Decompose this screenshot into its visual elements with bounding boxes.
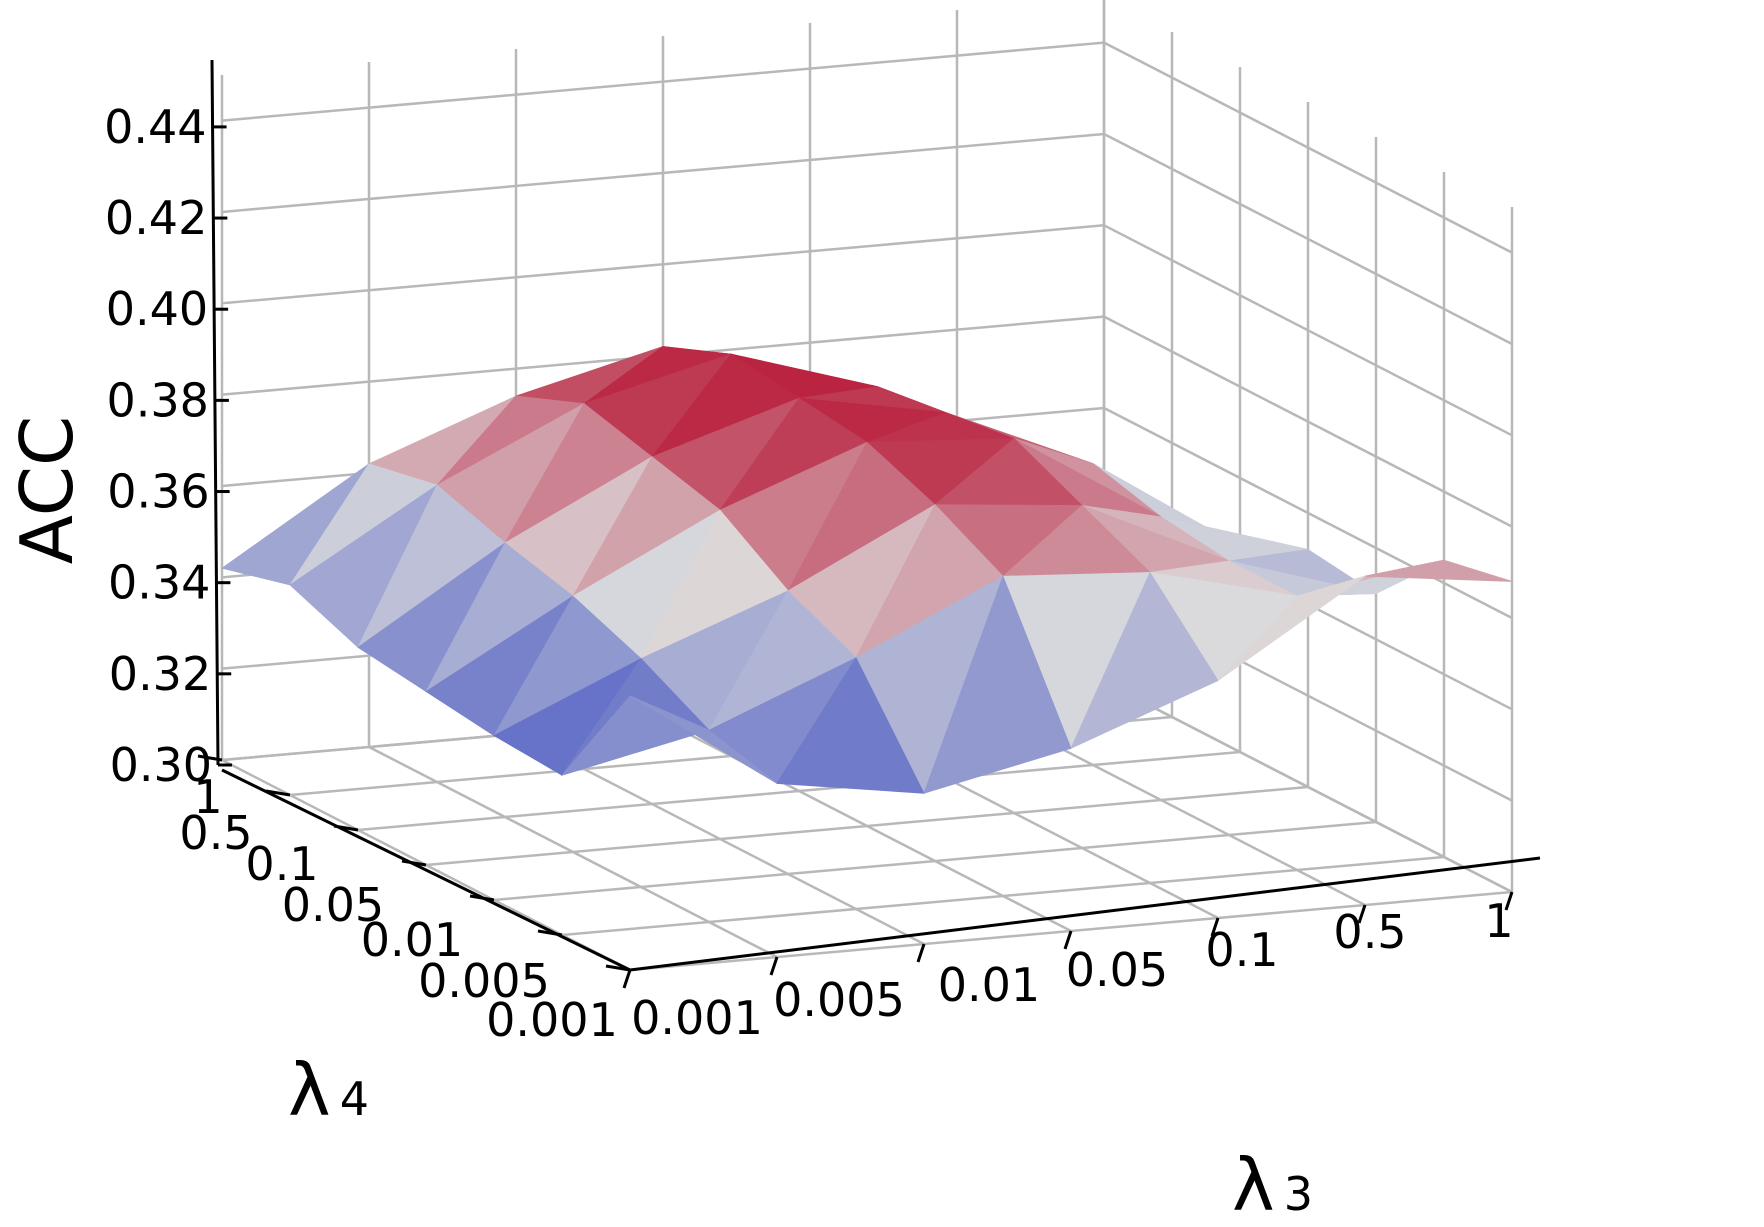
x-tick-label: 0.5 bbox=[1333, 905, 1406, 959]
back-wall-grid-line bbox=[221, 41, 1105, 122]
right-wall-grid-line bbox=[1103, 315, 1513, 528]
right-wall-grid-line bbox=[1103, 132, 1513, 346]
x-axis-title-main: λ bbox=[1232, 1143, 1275, 1222]
surface-facet bbox=[776, 657, 925, 794]
x-tick bbox=[769, 956, 779, 976]
z-tick-label: 0.34 bbox=[108, 556, 210, 610]
surface-layer bbox=[221, 346, 1513, 795]
x-tick-label: 0.01 bbox=[938, 958, 1040, 1012]
x-tick-label: 0.005 bbox=[773, 973, 905, 1027]
y-tick bbox=[537, 929, 563, 937]
floor-grid-line bbox=[561, 855, 1445, 937]
back-wall-grid-line bbox=[221, 224, 1105, 305]
y-tick bbox=[265, 789, 291, 797]
x-tick-label: 0.1 bbox=[1205, 923, 1278, 977]
z-tick-label: 0.36 bbox=[107, 465, 209, 519]
floor-grid-line bbox=[425, 785, 1309, 867]
y-tick bbox=[401, 859, 427, 867]
x-tick bbox=[1210, 917, 1220, 937]
floor-grid-line bbox=[493, 820, 1377, 902]
y-tick-label: 0.005 bbox=[418, 954, 550, 1008]
z-axis-title: ACC bbox=[5, 416, 89, 565]
x-axis-line bbox=[629, 856, 1541, 972]
y-tick-label: 0.1 bbox=[245, 837, 318, 891]
y-tick-label: 0.001 bbox=[486, 993, 618, 1047]
y-tick-label: 0.01 bbox=[361, 913, 463, 967]
z-tick-label: 0.40 bbox=[106, 282, 208, 336]
back-wall-grid-line bbox=[221, 132, 1105, 214]
right-wall-grid-line bbox=[1103, 224, 1513, 437]
y-tick-label: 0.5 bbox=[179, 806, 252, 860]
x-tick bbox=[916, 943, 926, 963]
z-axis-line bbox=[210, 59, 220, 766]
y-axis-title-sub: 4 bbox=[340, 1072, 369, 1126]
x-tick bbox=[1357, 904, 1367, 924]
y-tick bbox=[197, 754, 223, 762]
z-tick-label: 0.44 bbox=[104, 100, 206, 154]
y-tick bbox=[469, 894, 495, 902]
right-wall-grid-line bbox=[1103, 41, 1513, 254]
x-tick-label: 1 bbox=[1484, 894, 1513, 948]
z-tick-label: 0.32 bbox=[109, 647, 211, 701]
surface-facet bbox=[1364, 559, 1513, 582]
x-axis-title-sub: 3 bbox=[1284, 1167, 1313, 1221]
surface-facet bbox=[1070, 571, 1219, 750]
z-tick-label: 0.42 bbox=[105, 191, 207, 245]
x-tick bbox=[1063, 930, 1073, 950]
y-tick-label: 1 bbox=[193, 770, 222, 824]
y-axis-line bbox=[221, 768, 631, 972]
y-axis-title-main: λ bbox=[288, 1048, 331, 1132]
surface-facet bbox=[923, 575, 1072, 794]
right-wall-grid-line bbox=[1103, 680, 1513, 894]
right-wall-grid-line bbox=[1103, 406, 1513, 620]
y-tick-label: 0.05 bbox=[282, 878, 384, 932]
x-tick bbox=[1504, 891, 1514, 911]
x-tick bbox=[622, 969, 632, 989]
surface-facet bbox=[1217, 575, 1366, 681]
z-tick-label: 0.30 bbox=[110, 738, 212, 792]
y-tick bbox=[333, 824, 359, 832]
x-tick-label: 0.001 bbox=[631, 991, 763, 1045]
x-axis-title: λ 3 bbox=[1232, 1143, 1313, 1222]
surface-facet bbox=[629, 695, 778, 784]
x-tick-label: 0.05 bbox=[1066, 943, 1168, 997]
z-tick-label: 0.38 bbox=[106, 373, 208, 427]
floor-grid-line bbox=[357, 750, 1241, 832]
y-axis-title: λ 4 bbox=[288, 1048, 369, 1132]
y-tick bbox=[605, 964, 631, 972]
axis-layer: 0.300.320.340.360.380.400.420.440.001 0.0… bbox=[104, 59, 1541, 1047]
